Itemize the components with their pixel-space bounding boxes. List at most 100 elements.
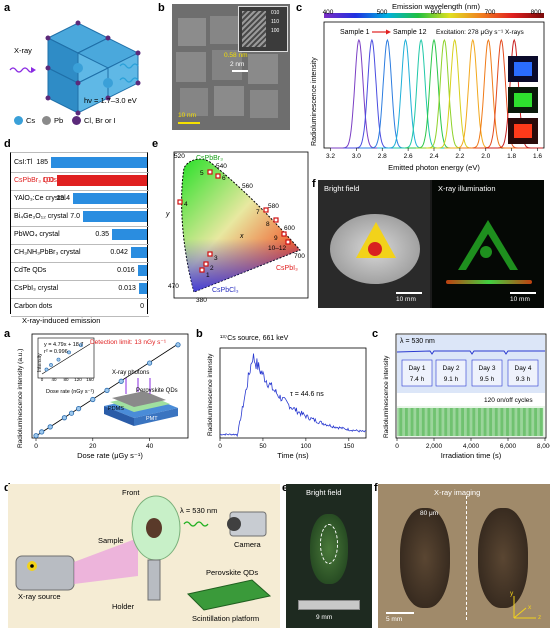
dose-point [104, 387, 110, 394]
pt-2: 2 [210, 265, 214, 272]
stability-tick-label: 4,000 [463, 443, 480, 450]
spectrum-curve-7 [415, 38, 473, 149]
bar-category-label: CsPbBr₃ QDs [14, 177, 57, 184]
day-boxes [401, 359, 539, 387]
inset-fit-equation: y = 4.79x + 18.7 [44, 342, 83, 348]
dose-point [61, 415, 68, 421]
stability-tick-label: 2,000 [426, 443, 443, 450]
sample-end-label: Sample 12 [393, 29, 427, 36]
day-2-hours: 9.1 h [444, 376, 459, 383]
xray-label: X-ray [14, 46, 32, 55]
panel-label-b-top: b [158, 2, 165, 14]
cie-chromaticity-diagram: y x 520 540 560 580 600 700 470 380 CsPb… [165, 151, 309, 304]
beetle-sample-icon [146, 518, 162, 538]
day-3-hours: 9.5 h [480, 376, 495, 383]
pmt-label: PMT [146, 416, 158, 422]
bar-category-label: CsPbI₃ crystal [14, 285, 59, 292]
bar-row: CdTe QDs 0.016 [11, 261, 149, 281]
dose-rate-chart: 0 40 80 120 160 y = 4.79x + 18.7 r² = 0.996 … [17, 333, 189, 460]
cs-ion-icon [14, 116, 23, 125]
sample-start-label: Sample 1 [340, 29, 370, 36]
bar-mark [112, 229, 147, 240]
stability-chart: λ = 530 nm Day 1 7.4 h Day 2 9.1 h Day 3… [383, 333, 550, 460]
decay-xlabel: Time (ns) [277, 451, 309, 460]
bright-field-title: Bright field [324, 184, 360, 193]
pt-8: 8 [266, 221, 270, 228]
day-1-hours: 7.4 h [410, 376, 425, 383]
lattice-spacing: 0.58 nm [224, 52, 248, 59]
bar-category-label: CsI:Tl [14, 159, 33, 166]
decay-chart: ¹³⁷Cs source, 661 keV τ = 44.6 ns 0 50 100… [207, 335, 367, 460]
bar-value-label: 0.013 [118, 285, 136, 292]
inset-point [44, 367, 49, 372]
spectra-ylabel: Radioluminescence intensity [311, 57, 318, 146]
main-scale-bar [178, 122, 200, 124]
bar-mark [137, 265, 147, 276]
spectra-tick-label: 3.2 [326, 153, 335, 160]
cie-xlabel: x [239, 233, 244, 240]
top-tick-400: 400 [323, 9, 334, 16]
beetle-scale-label: 9 mm [316, 614, 333, 621]
bar-row: PbWO₄ crystal 0.35 [11, 225, 149, 245]
inset-point [79, 343, 83, 348]
hkl-010: 010 [271, 10, 280, 16]
spectra-tick-label: 2.0 [481, 153, 490, 160]
inset-point [67, 350, 71, 355]
spectrum-curve-1 [330, 38, 388, 149]
spectra-tick-label: 3.0 [352, 153, 361, 160]
inset-scale-label: 2 nm [230, 61, 245, 68]
inset-tick-label: 120 [74, 377, 82, 382]
panel-label-e-top: e [152, 138, 159, 150]
xray-wave-in [9, 67, 35, 73]
inset-tick-label: 80 [63, 377, 69, 382]
bar-category-label: PbWO₄ crystal [14, 231, 60, 238]
front-label: Front [122, 488, 140, 497]
dose-tick-label: 40 [146, 443, 154, 450]
setup-drawing [15, 495, 272, 611]
legend-pb: Pb [54, 116, 64, 125]
beetle-bright-field-photo: Bright field 9 mm [286, 484, 372, 628]
sample-label: Sample [98, 536, 124, 545]
panel-label-c-top: c [296, 2, 303, 14]
spectrum-curve-12 [485, 38, 543, 149]
wl-700: 700 [294, 253, 305, 260]
decay-ylabel: Radioluminescence intensity [207, 353, 214, 436]
panel-label-d-top: d [4, 138, 11, 150]
stability-x-ticks: 0 2,000 4,000 6,000 8,000 [395, 438, 550, 450]
dose-ylabel: Radioluminescence intensity (a.u.) [17, 349, 24, 448]
panel-label-b-bot: b [196, 328, 203, 340]
xray-photons-label: X-ray photons [112, 370, 149, 376]
cs-source-label: ¹³⁷Cs source, 661 keV [220, 335, 289, 342]
platform-label: Scintillation platform [192, 614, 260, 623]
xray-illumination-title: X-ray illumination [438, 184, 496, 193]
flexible-screen-photos: Bright field 10 mm X-ray illumination 10… [318, 180, 544, 308]
pt-7: 7 [256, 209, 260, 216]
pt-9: 9 [274, 235, 278, 242]
spectra-x-ticks: 3.2 3.0 2.8 2.6 2.4 2.2 2.0 1.8 1.6 [326, 148, 542, 160]
top-tick-800: 800 [531, 9, 542, 16]
bar-row: CH₃NH₃PbBr₃ crystal 0.042 [11, 243, 149, 263]
bar-row: Bi₄Ge₃O₁₂ crystal 7.0 [11, 207, 149, 227]
panel-label-e-bot: e [282, 482, 288, 494]
inset-r2: r² = 0.996 [44, 349, 68, 355]
bar-row: CsPbI₃ crystal 0.013 [11, 279, 149, 299]
compound-cspbbr3: CsPbBr₃ [196, 155, 223, 162]
wl-600: 600 [284, 225, 295, 232]
emission-spectra-chart: 400 500 600 700 800 3.2 3.0 2.8 2.6 2.4 2.2 2.… [311, 9, 545, 172]
panel-label-d-bot: d [4, 482, 11, 494]
dose-point [47, 424, 53, 430]
inset-tick-label: 40 [51, 377, 57, 382]
cycles-label: 120 on/off cycles [484, 397, 533, 404]
inset-ticks: 0 40 80 120 160 [41, 377, 95, 382]
dose-point [76, 406, 82, 412]
detection-limit: Detection limit: 13 nGy s⁻¹ [90, 339, 167, 346]
inset-point [56, 357, 61, 362]
bar-row: Carbon dots 0 [11, 297, 149, 317]
qds-label: Perovskite QDs [206, 568, 259, 577]
xray-imaging-title: X-ray imaging [434, 488, 481, 497]
panel-label-f-bot: f [374, 482, 378, 494]
panel-label-f-top: f [312, 178, 316, 190]
inset-tick-label: 160 [86, 377, 94, 382]
cie-ylabel: y [165, 211, 170, 218]
wavelength-label: λ = 530 nm [180, 506, 218, 515]
